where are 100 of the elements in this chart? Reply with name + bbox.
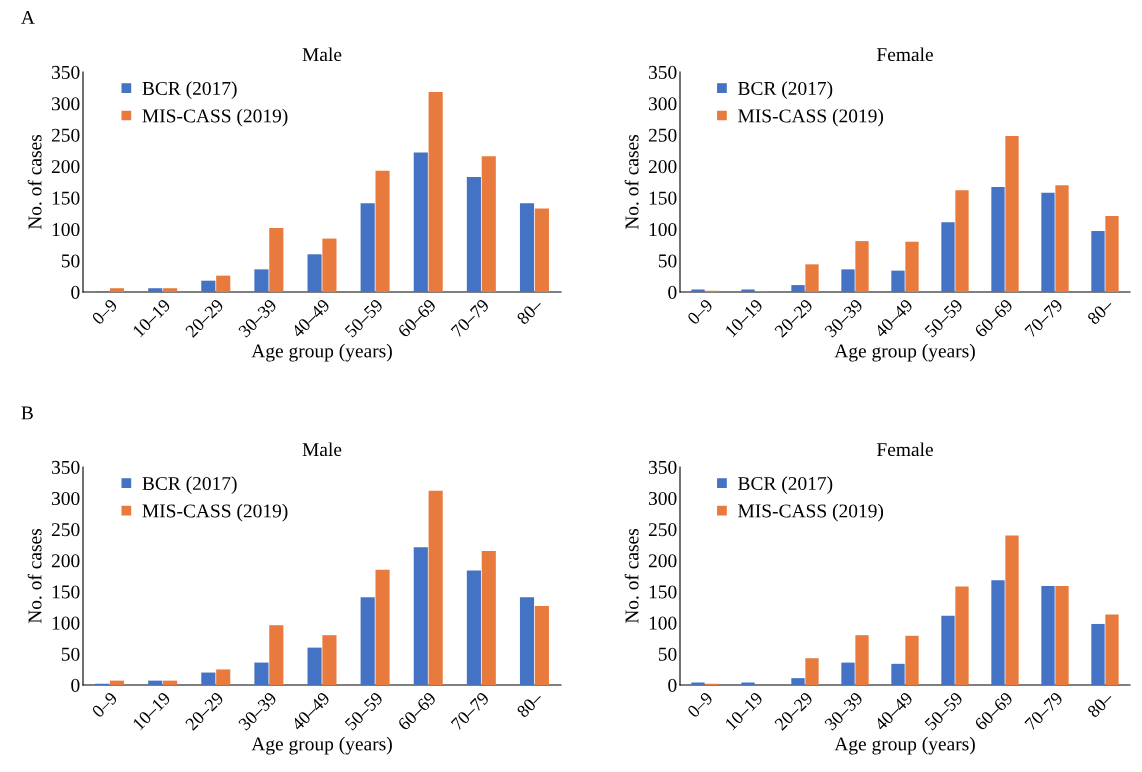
bar [375, 170, 390, 292]
bar [841, 269, 855, 292]
x-tick-label: 80– [516, 297, 544, 326]
bar [360, 597, 375, 685]
legend-label: BCR (2017) [738, 476, 833, 494]
x-axis-title: Age group (years) [834, 736, 975, 755]
bar [1105, 215, 1119, 292]
y-tick-label: 250 [648, 128, 677, 142]
y-tick-label: 200 [648, 160, 677, 174]
bar [791, 678, 805, 685]
bar [519, 597, 535, 685]
x-axis-title: Age group (years) [251, 343, 392, 362]
bar [360, 203, 375, 292]
legend-label: MIS-CASS (2019) [142, 503, 288, 522]
bar [428, 92, 443, 292]
chart-title: Male [302, 442, 342, 457]
x-tick-label: 0–9 [686, 691, 714, 719]
y-axis-title: No. of cases [27, 134, 42, 230]
bar [791, 285, 805, 292]
y-tick-label: 350 [648, 460, 677, 474]
bar [466, 570, 481, 685]
bar [148, 680, 163, 685]
y-tick-label: 100 [52, 222, 80, 237]
bar [269, 227, 284, 292]
bar [216, 669, 231, 685]
y-tick-label: 0 [71, 678, 80, 692]
bar [413, 547, 428, 685]
bar [534, 208, 549, 292]
bar [1091, 231, 1105, 292]
y-tick-label: 250 [648, 523, 677, 537]
bar [534, 605, 549, 685]
y-axis-title: No. of cases [624, 134, 639, 230]
bar [841, 662, 855, 685]
y-tick-label: 350 [51, 65, 80, 79]
bar [307, 647, 322, 685]
bar [216, 275, 231, 292]
y-tick-label: 150 [649, 585, 677, 599]
bar [428, 490, 443, 685]
y-tick-label: 300 [51, 491, 80, 506]
bar [1055, 585, 1069, 685]
y-tick-label: 200 [648, 554, 677, 568]
x-tick-label: 0–9 [686, 298, 714, 326]
bar [1005, 535, 1019, 685]
legend-label: BCR (2017) [142, 476, 237, 494]
bar [109, 288, 125, 292]
x-tick-label: 0–9 [91, 298, 119, 326]
legend-label: MIS-CASS (2019) [142, 108, 288, 127]
bar [955, 190, 969, 292]
y-tick-label: 50 [658, 647, 677, 661]
y-tick-label: 150 [649, 191, 677, 205]
bar [254, 269, 269, 292]
chart-title: Female [876, 442, 933, 457]
y-tick-label: 250 [51, 128, 80, 142]
bar [991, 580, 1005, 685]
legend-label: BCR (2017) [738, 81, 833, 99]
bar [466, 176, 481, 292]
bar [991, 187, 1005, 292]
bar [691, 289, 705, 292]
legend-label: BCR (2017) [142, 81, 237, 99]
bar [941, 222, 955, 292]
y-tick-label: 300 [648, 491, 677, 506]
y-tick-label: 50 [61, 647, 80, 661]
chart-title: Female [876, 47, 933, 62]
y-tick-label: 0 [71, 285, 80, 299]
bar [855, 241, 869, 292]
bar [201, 280, 216, 292]
bar [905, 241, 919, 292]
y-tick-label: 200 [51, 554, 80, 568]
bar [481, 156, 496, 292]
y-tick-label: 300 [648, 97, 677, 111]
y-tick-label: 0 [668, 678, 677, 692]
bar [163, 680, 178, 685]
bar [805, 264, 819, 292]
y-tick-label: 50 [658, 254, 677, 268]
bar [955, 586, 969, 685]
y-tick-label: 200 [51, 160, 80, 174]
y-tick-label: 0 [668, 285, 677, 299]
bar [891, 663, 905, 685]
bar [109, 680, 125, 685]
bar [163, 288, 178, 292]
bar [481, 551, 496, 685]
bar [1041, 192, 1055, 292]
bar [375, 569, 390, 685]
legend-label: MIS-CASS (2019) [738, 503, 884, 522]
bar [201, 672, 216, 685]
bar [413, 152, 428, 292]
y-tick-label: 50 [61, 254, 80, 268]
bar [269, 625, 284, 685]
bar [805, 658, 819, 685]
y-axis-title: No. of cases [624, 528, 639, 624]
y-tick-label: 300 [51, 97, 80, 111]
bar [254, 662, 269, 685]
bar [905, 635, 919, 685]
bar [1055, 185, 1069, 292]
x-tick-label: 80– [516, 690, 544, 719]
bar [1105, 614, 1119, 685]
bar [322, 635, 337, 685]
x-axis-title: Age group (years) [251, 736, 392, 755]
bar [1041, 585, 1055, 685]
y-axis-title: No. of cases [27, 528, 42, 624]
